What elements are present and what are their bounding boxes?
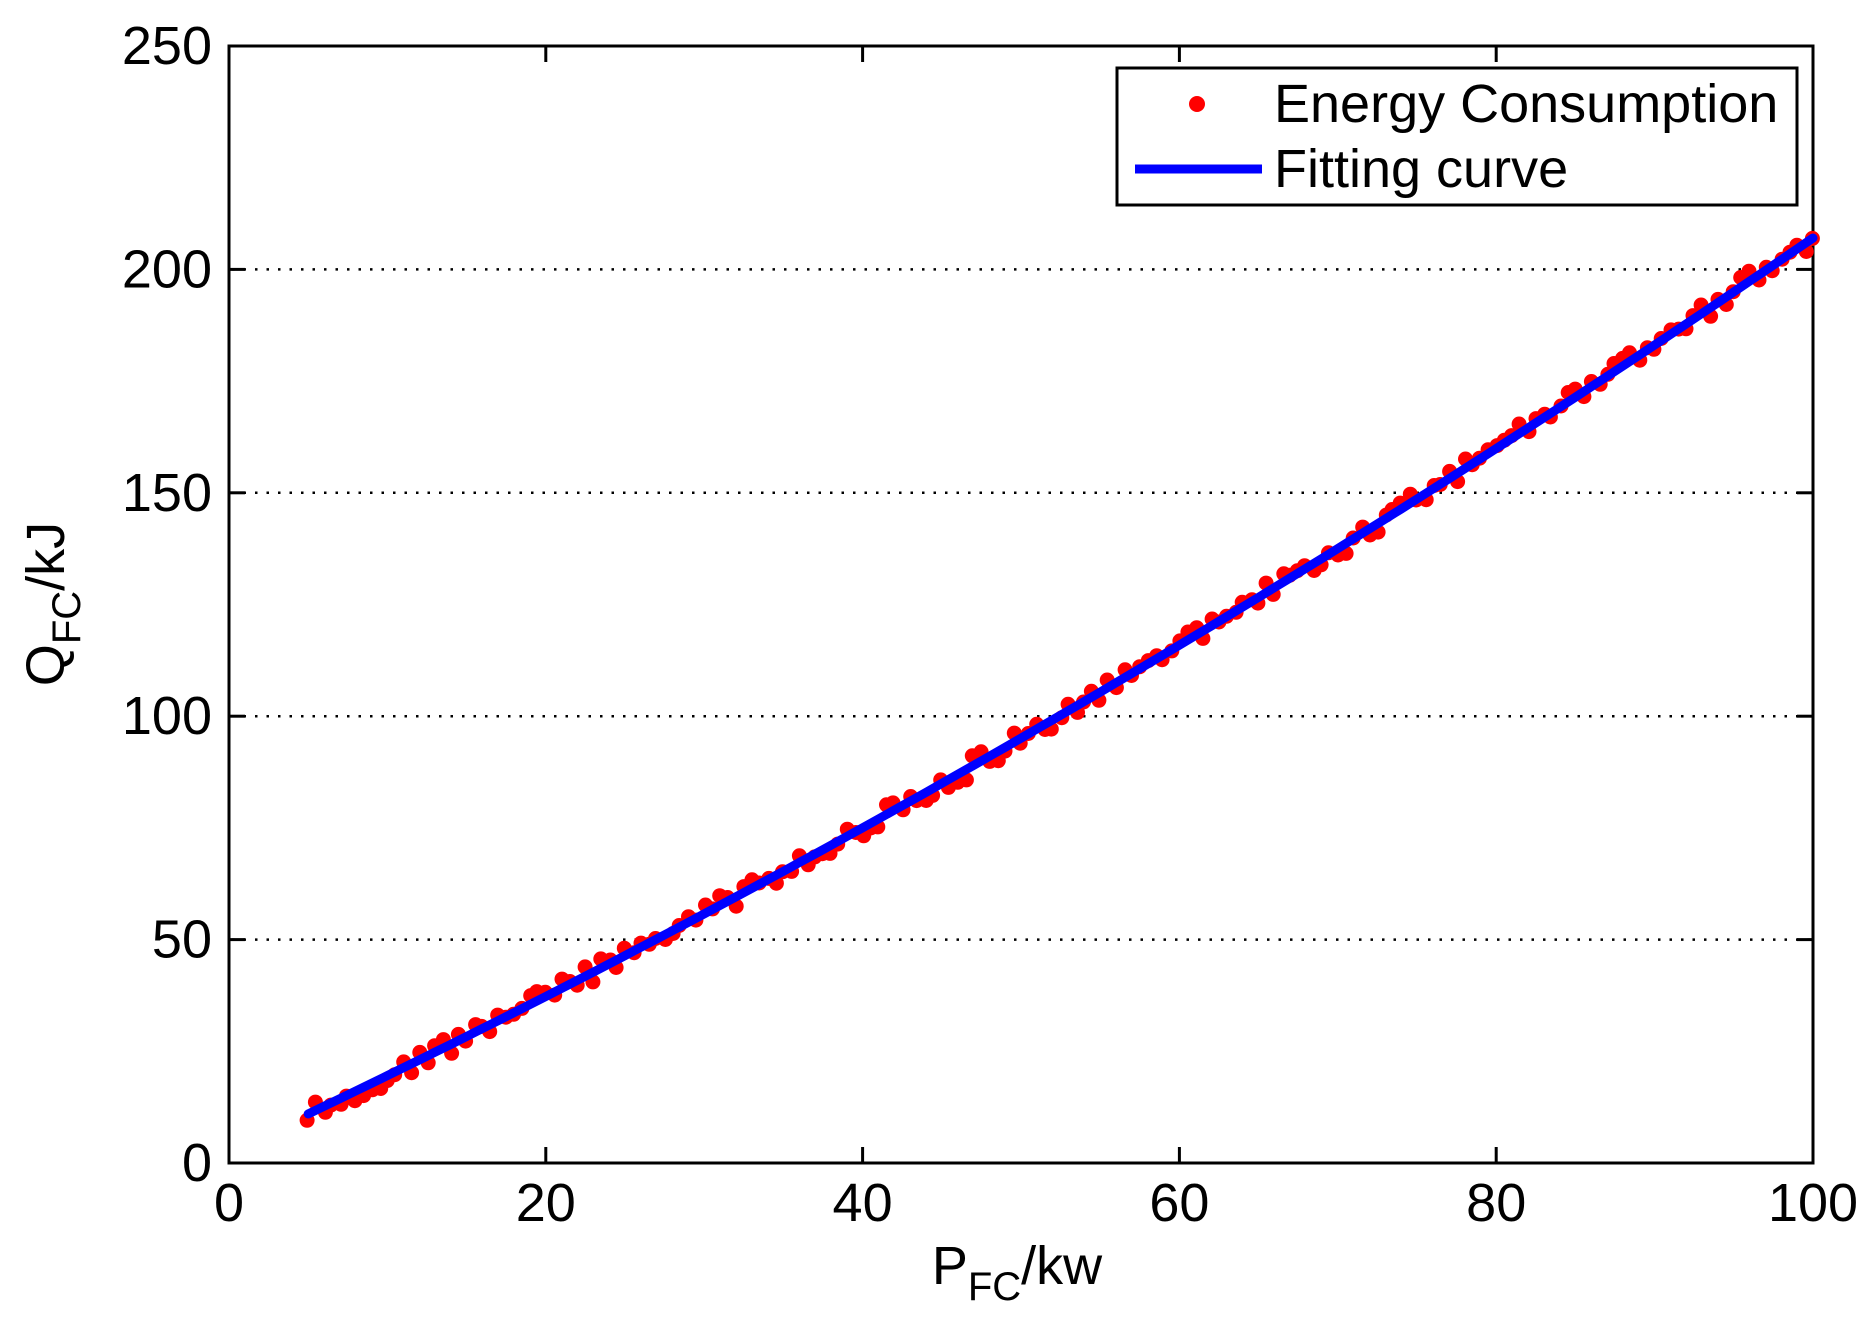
energy-consumption-series [299,230,1820,1128]
legend-label-energy-consumption: Energy Consumption [1274,74,1778,134]
x-tick-label: 40 [833,1173,893,1233]
x-tick-label: 100 [1768,1173,1858,1233]
y-tick-label: 50 [152,910,212,970]
x-axis-label: PFC/kw [932,1236,1103,1309]
legend-dot-marker [1189,96,1205,112]
y-axis-label: QFC/kJ [16,522,89,686]
x-axis-label-units: /kw [1021,1236,1103,1296]
y-tick-label: 0 [182,1133,212,1193]
y-tick-labels: 0 50 100 150 200 250 [122,16,212,1193]
legend-box [1115,66,1799,207]
gridlines [232,268,1810,941]
plot-border [227,44,1815,1165]
x-tick-labels: 0 20 40 60 80 100 [214,1173,1858,1233]
x-tick-label: 0 [214,1173,244,1233]
y-axis-label-subscript: FC [45,591,89,644]
legend: Energy Consumption Fitting curve [1115,66,1799,207]
fitting-curve-line [303,233,1818,1119]
legend-label-fitting-curve: Fitting curve [1274,139,1568,199]
y-axis-label-units: /kJ [16,522,76,591]
x-tick-label: 80 [1466,1173,1526,1233]
y-tick-label: 150 [122,463,212,523]
y-tick-label: 200 [122,239,212,299]
x-tick-label: 60 [1149,1173,1209,1233]
x-tick-label: 20 [516,1173,576,1233]
y-tick-label: 250 [122,16,212,76]
x-axis-label-main: P [932,1236,968,1296]
axis-tick-marks [229,46,1813,1163]
y-axis-label-main: Q [16,644,76,686]
x-axis-label-subscript: FC [968,1265,1021,1309]
y-tick-label: 100 [122,686,212,746]
